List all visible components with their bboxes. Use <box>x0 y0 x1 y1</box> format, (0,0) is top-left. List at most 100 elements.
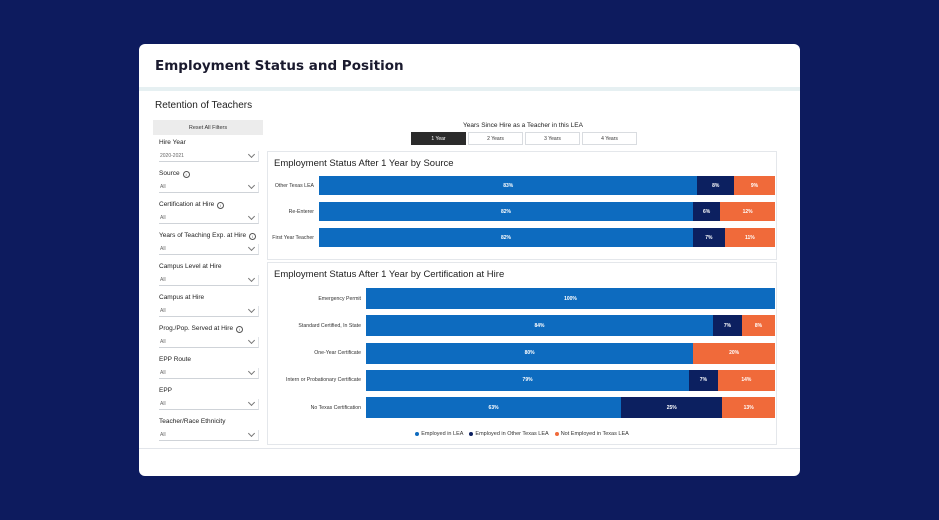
stacked-bar[interactable]: 83% 8% 9% <box>319 176 775 195</box>
bar-segment[interactable]: 80% <box>366 342 694 364</box>
bar-segment[interactable]: 83% <box>319 176 698 195</box>
source-chart-title: Employment Status After 1 Year by Source <box>274 158 454 169</box>
legend-dot-icon <box>415 432 420 436</box>
filter-label: Years of Teaching Exp. at Hire i <box>159 231 259 241</box>
filter-value: All <box>160 215 166 221</box>
filter-dropdown[interactable]: All <box>159 367 259 379</box>
bar-segment[interactable]: 6% <box>692 202 721 221</box>
chevron-down-icon <box>247 243 256 252</box>
bar-category-label: Re-Enterer <box>288 208 314 215</box>
chevron-down-icon <box>247 429 256 438</box>
bar-category-label: Other Texas LEA <box>274 182 314 189</box>
legend-item: Employed in Other Texas LEA <box>469 431 549 437</box>
bar-segment[interactable]: 7% <box>692 228 725 247</box>
filter-label-text: EPP Route <box>159 356 192 363</box>
bar-segment[interactable]: 11% <box>724 228 775 247</box>
filter-dropdown[interactable]: All <box>159 274 259 286</box>
filter-hire-year: Hire Year 2020-2021 <box>159 138 259 162</box>
filter-teacher-race-ethnicity: Teacher/Race Ethnicity All <box>159 417 259 441</box>
filter-dropdown[interactable]: All <box>159 429 259 441</box>
filter-dropdown[interactable]: All <box>159 243 259 255</box>
bar-segment[interactable]: 79% <box>366 369 690 391</box>
tab-3-years[interactable]: 3 Years <box>525 132 580 145</box>
filter-campus-at-hire: Campus at Hire All <box>159 293 259 317</box>
bar-segment[interactable]: 9% <box>733 176 775 195</box>
filter-value: All <box>160 432 166 438</box>
bar-segment[interactable]: 82% <box>319 228 693 247</box>
filter-label-text: Campus at Hire <box>159 294 205 301</box>
chevron-down-icon <box>247 150 256 159</box>
filter-years-of-teaching-exp-at-hire: Years of Teaching Exp. at Hire i All <box>159 231 259 255</box>
year-tabs: 1 Year 2 Years 3 Years 4 Years <box>411 132 639 145</box>
bar-segment[interactable]: 100% <box>366 288 775 309</box>
certification-chart-panel: Employment Status After 1 Year by Certif… <box>267 262 777 445</box>
bar-segment[interactable]: 7% <box>713 315 742 337</box>
chevron-down-icon <box>247 305 256 314</box>
bar-segment[interactable]: 25% <box>621 397 723 419</box>
legend-label: Not Employed in Texas LEA <box>560 431 629 437</box>
stacked-bar[interactable]: 82% 6% 12% <box>319 202 775 221</box>
stacked-bar[interactable]: 82% 7% 11% <box>319 228 775 247</box>
filter-dropdown[interactable]: All <box>159 212 259 224</box>
filter-value: All <box>160 246 166 252</box>
filter-label: Prog./Pop. Served at Hire i <box>159 324 259 334</box>
tab-4-years[interactable]: 4 Years <box>582 132 637 145</box>
tab-2-years[interactable]: 2 Years <box>468 132 523 145</box>
filter-label: Hire Year <box>159 138 259 148</box>
bar-segment[interactable]: 82% <box>319 202 693 221</box>
filter-dropdown[interactable]: All <box>159 336 259 348</box>
filter-label: Campus Level at Hire <box>159 262 259 272</box>
filter-dropdown[interactable]: All <box>159 398 259 410</box>
filter-value: All <box>160 370 166 376</box>
filter-value: All <box>160 308 166 314</box>
chevron-down-icon <box>247 398 256 407</box>
certification-chart-title: Employment Status After 1 Year by Certif… <box>274 269 505 280</box>
filter-dropdown[interactable]: All <box>159 305 259 317</box>
bar-category-label: Emergency Permit <box>318 295 361 302</box>
filter-epp: EPP All <box>159 386 259 410</box>
info-icon[interactable]: i <box>236 325 244 333</box>
section-title: Retention of Teachers <box>155 100 253 111</box>
bar-category-label: No Texas Certification <box>310 404 361 411</box>
filter-label: Certification at Hire i <box>159 200 259 210</box>
info-icon[interactable]: i <box>182 170 190 178</box>
chevron-down-icon <box>247 181 256 190</box>
legend-item: Employed in LEA <box>415 431 463 437</box>
bar-segment[interactable]: 8% <box>697 176 734 195</box>
title-divider <box>139 87 800 91</box>
stacked-bar[interactable]: 84% 7% 8% <box>366 315 775 337</box>
legend-label: Employed in Other Texas LEA <box>475 431 549 437</box>
bar-segment[interactable]: 13% <box>722 397 775 419</box>
info-icon[interactable]: i <box>249 232 257 240</box>
stacked-bar[interactable]: 79% 7% 14% <box>366 369 775 391</box>
bar-segment[interactable]: 14% <box>717 369 775 391</box>
filter-label-text: EPP <box>159 387 173 394</box>
bar-segment[interactable]: 8% <box>741 315 775 337</box>
bar-segment[interactable]: 84% <box>366 315 714 337</box>
stacked-bar[interactable]: 100% <box>366 288 775 309</box>
page-title: Employment Status and Position <box>155 58 404 74</box>
bar-category-label: One-Year Certificate <box>314 350 361 357</box>
filter-label: Source i <box>159 169 259 179</box>
bar-segment[interactable]: 20% <box>693 342 775 364</box>
years-since-hire-title: Years Since Hire as a Teacher in this LE… <box>463 122 583 129</box>
stacked-bar[interactable]: 80% 20% <box>366 342 775 364</box>
reset-filters-button[interactable]: Reset All Filters <box>153 120 263 135</box>
filter-label-text: Years of Teaching Exp. at Hire <box>159 232 247 239</box>
tab-1-year[interactable]: 1 Year <box>411 132 466 145</box>
filter-dropdown[interactable]: All <box>159 181 259 193</box>
bar-segment[interactable]: 63% <box>366 397 622 419</box>
legend-item: Not Employed in Texas LEA <box>554 431 629 437</box>
legend-dot-icon <box>554 432 559 436</box>
bar-segment[interactable]: 12% <box>720 202 775 221</box>
filter-epp-route: EPP Route All <box>159 355 259 379</box>
bar-segment[interactable]: 7% <box>689 369 718 391</box>
filter-label: EPP <box>159 386 259 396</box>
filter-dropdown[interactable]: 2020-2021 <box>159 150 259 162</box>
stacked-bar[interactable]: 63% 25% 13% <box>366 397 775 419</box>
bar-category-label: Intern or Probationary Certificate <box>286 377 361 384</box>
info-icon[interactable]: i <box>217 201 225 209</box>
legend-dot-icon <box>469 432 474 436</box>
chevron-down-icon <box>247 274 256 283</box>
bar-category-label: Standard Certified, In State <box>298 322 361 329</box>
